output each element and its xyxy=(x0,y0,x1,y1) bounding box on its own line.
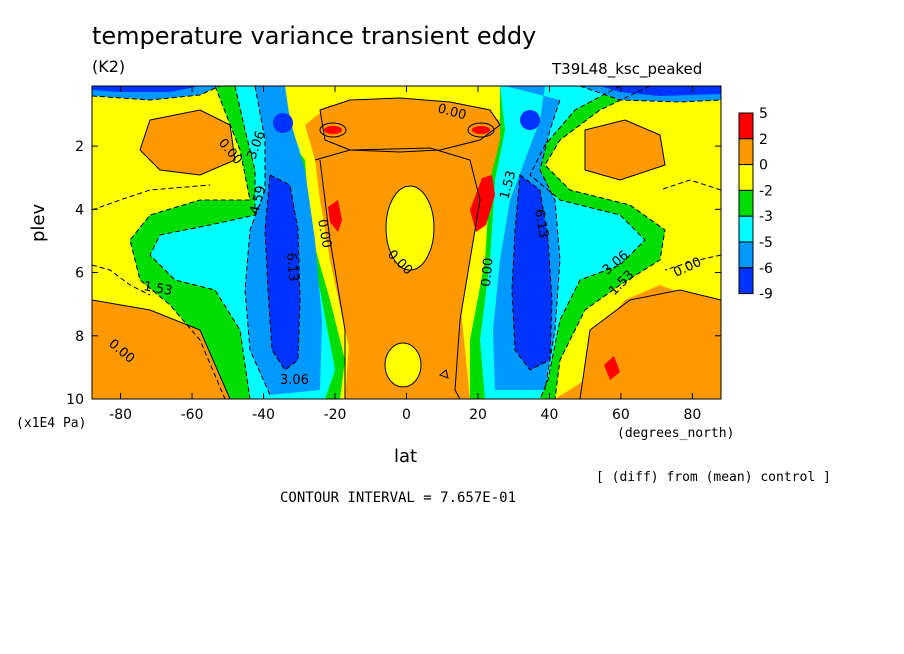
x-tick-label: -20 xyxy=(324,407,347,423)
contour-label: 1.53 xyxy=(497,169,519,201)
contour-label: 4.59 xyxy=(247,184,269,216)
x-axis: -80 -60 -40 -20 0 20 40 60 80 xyxy=(109,86,701,423)
contour-label: 3.06 xyxy=(280,373,309,388)
diff-note: [ (diff) from (mean) control ] xyxy=(596,470,831,485)
x-tick-label: 0 xyxy=(402,407,411,423)
y-axis: 2 4 6 8 10 xyxy=(66,139,721,408)
contour-label: 6.13 xyxy=(283,252,300,282)
colorbar-label: 5 xyxy=(759,106,768,122)
x-axis-units: (degrees_north) xyxy=(617,426,735,441)
colorbar-swatch xyxy=(738,267,754,295)
colorbar-label: 0 xyxy=(759,158,768,174)
contour-label: 0.00 xyxy=(479,257,496,287)
chart-units: (K2) xyxy=(92,57,126,76)
contour-label: 0.00 xyxy=(436,101,468,123)
run-label: T39L48_ksc_peaked xyxy=(552,60,703,78)
y-tick-label: 2 xyxy=(75,139,84,155)
x-tick-label: 60 xyxy=(612,407,630,423)
y-tick-label: 8 xyxy=(75,329,84,345)
x-tick-label: -80 xyxy=(109,407,132,423)
colorbar-swatch xyxy=(738,138,754,166)
x-tick-label: 40 xyxy=(541,407,559,423)
x-axis-label: lat xyxy=(394,446,418,467)
x-tick-label: 20 xyxy=(469,407,487,423)
contour-fill xyxy=(92,86,721,399)
y-tick-label: 4 xyxy=(75,202,84,218)
contour-interval: CONTOUR INTERVAL = 7.657E-01 xyxy=(280,490,517,506)
colorbar-label: 2 xyxy=(759,132,768,148)
colorbar-swatch xyxy=(738,215,754,243)
colorbar-label: -6 xyxy=(759,261,773,277)
contour-label: 6.13 xyxy=(531,208,551,239)
colorbar-swatch xyxy=(738,112,754,140)
y-tick-label: 6 xyxy=(75,266,84,282)
colorbar-swatch xyxy=(738,241,754,269)
contour-lines-dashed xyxy=(92,86,721,399)
y-tick-label: 10 xyxy=(66,392,84,408)
x-tick-label: -60 xyxy=(181,407,204,423)
colorbar: 5 2 0 -2 -3 -5 -6 -9 xyxy=(738,106,773,303)
contour-label: 0.00 xyxy=(314,218,334,249)
colorbar-label: -2 xyxy=(759,183,773,199)
colorbar-swatch xyxy=(738,189,754,217)
y-axis-units: (x1E4 Pa) xyxy=(16,416,87,431)
x-tick-label: -40 xyxy=(252,407,275,423)
contour-lines-solid xyxy=(92,97,721,399)
chart-title: temperature variance transient eddy xyxy=(92,22,537,50)
colorbar-label: -5 xyxy=(759,235,773,251)
contour-label: 1.53 xyxy=(142,279,173,299)
colorbar-swatch xyxy=(738,164,754,191)
colorbar-label: -3 xyxy=(759,209,773,225)
x-tick-label: 80 xyxy=(683,407,701,423)
colorbar-label: -9 xyxy=(759,287,773,303)
